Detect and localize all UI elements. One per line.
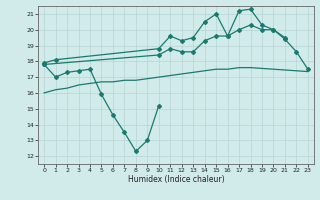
X-axis label: Humidex (Indice chaleur): Humidex (Indice chaleur) (128, 175, 224, 184)
